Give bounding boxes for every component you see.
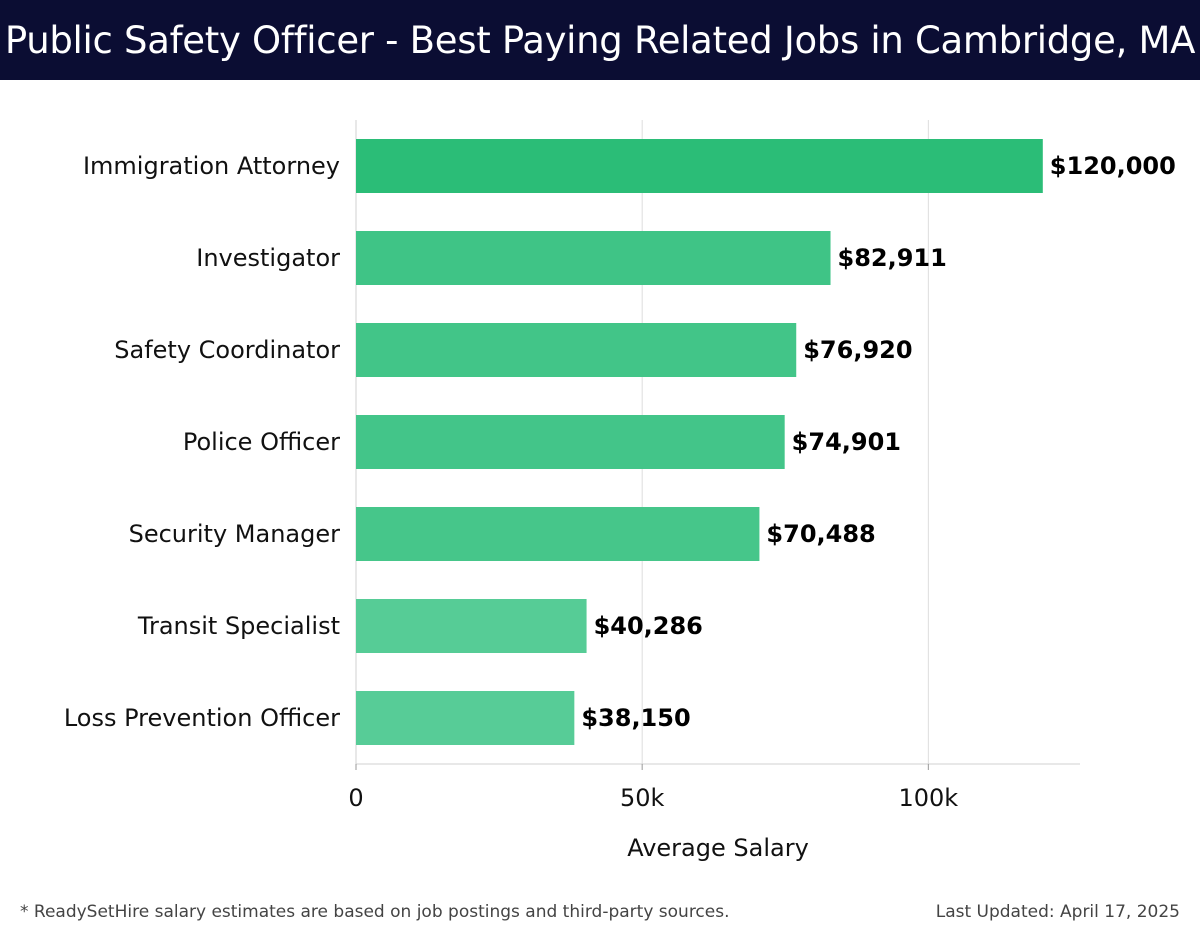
bar — [356, 139, 1043, 193]
bar — [356, 691, 575, 745]
category-label: Transit Specialist — [137, 612, 340, 640]
x-axis-label: Average Salary — [627, 834, 809, 862]
x-tick-label: 0 — [348, 784, 363, 812]
data-label: $76,920 — [803, 336, 912, 364]
category-label: Immigration Attorney — [83, 152, 340, 180]
data-label: $74,901 — [792, 428, 901, 456]
bar — [356, 415, 785, 469]
data-label: $70,488 — [766, 520, 875, 548]
bar — [356, 231, 831, 285]
title-bar: Public Safety Officer - Best Paying Rela… — [0, 0, 1200, 80]
x-tick-label: 100k — [898, 784, 958, 812]
data-label: $38,150 — [581, 704, 690, 732]
category-label: Security Manager — [129, 520, 341, 548]
category-label: Safety Coordinator — [114, 336, 340, 364]
last-updated: Last Updated: April 17, 2025 — [935, 902, 1180, 922]
bar — [356, 507, 760, 561]
x-tick-label: 50k — [620, 784, 665, 812]
data-label: $82,911 — [838, 244, 947, 272]
category-label: Loss Prevention Officer — [64, 704, 340, 732]
data-label: $120,000 — [1050, 152, 1176, 180]
salary-bar-chart: Immigration Attorney $120,000 Investigator… — [64, 120, 1176, 862]
bar — [356, 323, 797, 377]
footnote: * ReadySetHire salary estimates are base… — [20, 902, 730, 922]
bar — [356, 599, 587, 653]
data-label: $40,286 — [594, 612, 703, 640]
category-label: Police Officer — [183, 428, 340, 456]
category-label: Investigator — [196, 244, 340, 272]
page-title: Public Safety Officer - Best Paying Rela… — [4, 18, 1196, 62]
